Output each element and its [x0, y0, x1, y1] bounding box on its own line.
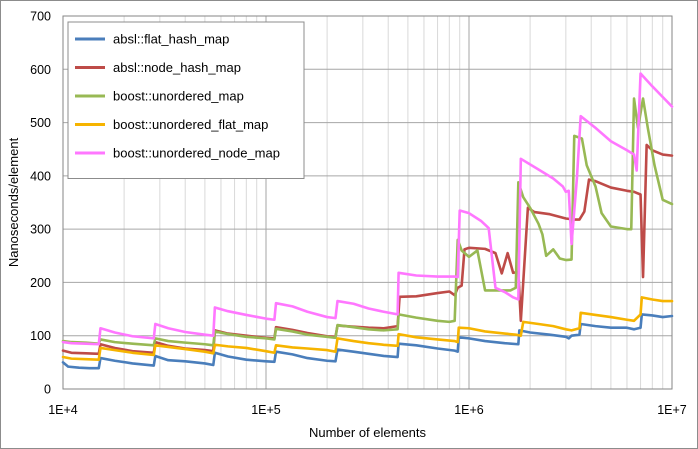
legend-label: boost::unordered_node_map [113, 146, 280, 161]
legend-label: absl::flat_hash_map [113, 32, 229, 47]
series-lines [61, 72, 674, 370]
x-axis-title: Number of elements [309, 425, 427, 440]
y-axis-tick-labels: 0 100 200 300 400 500 600 700 [30, 10, 51, 397]
minor-gridlines [123, 16, 664, 389]
y-tick-label: 200 [30, 276, 51, 290]
y-tick-label: 500 [30, 116, 51, 130]
y-axis-title: Nanoseconds/element [6, 137, 21, 267]
legend: absl::flat_hash_mapabsl::node_hash_mapbo… [67, 21, 305, 179]
plot-area-border [62, 15, 673, 390]
y-tick-label: 0 [44, 383, 51, 397]
x-tick-label: 1E+7 [657, 403, 687, 417]
series-line [61, 72, 674, 346]
series-line [61, 97, 674, 347]
x-tick-label: 1E+4 [48, 403, 78, 417]
legend-box [67, 21, 305, 179]
legend-label: boost::unordered_map [113, 89, 244, 104]
x-tick-label: 1E+6 [454, 403, 484, 417]
x-tick-label: 1E+5 [251, 403, 281, 417]
y-tick-label: 400 [30, 169, 51, 183]
legend-label: boost::unordered_flat_map [113, 117, 268, 132]
y-tick-label: 100 [30, 329, 51, 343]
x-axis-tick-labels: 1E+4 1E+5 1E+6 1E+7 [48, 403, 687, 417]
series-line [61, 296, 674, 361]
legend-label: absl::node_hash_map [113, 60, 241, 75]
y-tick-label: 700 [30, 10, 51, 24]
y-tick-label: 300 [30, 223, 51, 237]
y-tick-label: 600 [30, 63, 51, 77]
